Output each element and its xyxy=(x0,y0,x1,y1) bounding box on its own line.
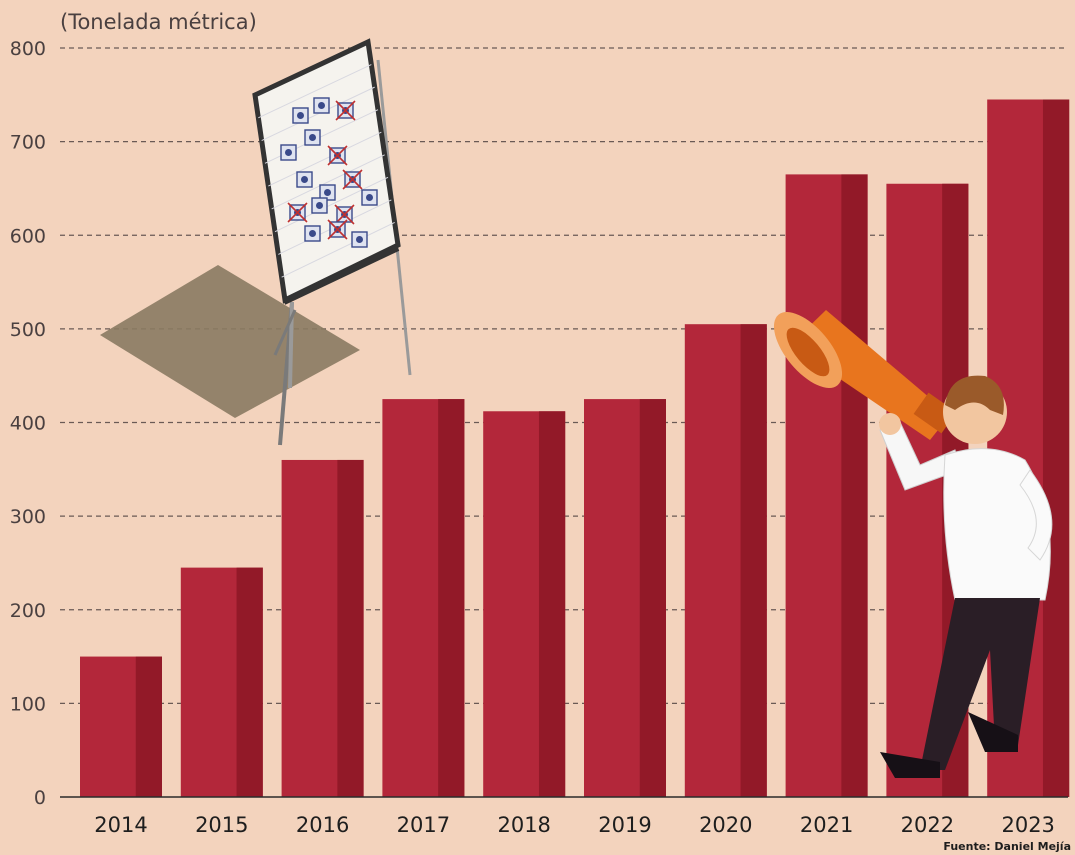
board-grid xyxy=(274,176,389,233)
board-grid xyxy=(258,64,372,119)
bar-shade xyxy=(438,399,465,797)
megaphone-man-illustration xyxy=(773,310,1053,778)
x-tick-label: 2021 xyxy=(800,813,853,837)
unit-label: (Tonelada métrica) xyxy=(60,10,257,34)
y-tick-label: 700 xyxy=(10,132,46,154)
board-grid xyxy=(271,154,385,210)
org-cross xyxy=(335,100,356,121)
org-person xyxy=(316,202,323,209)
org-person xyxy=(356,236,363,243)
source-label: Fuente: Daniel Mejía xyxy=(943,840,1071,853)
flipchart-illustration xyxy=(100,38,412,446)
x-tick-label: 2019 xyxy=(598,813,651,837)
y-tick-label: 600 xyxy=(10,225,46,247)
bar-shade xyxy=(639,399,666,797)
hand xyxy=(879,413,901,435)
x-tick-label: 2015 xyxy=(195,813,248,837)
megaphone-inner xyxy=(786,327,830,377)
org-cross xyxy=(327,145,348,166)
bar-shade xyxy=(538,411,566,797)
board-grid xyxy=(281,221,395,278)
hip-arm xyxy=(1019,469,1053,561)
y-tick-label: 300 xyxy=(10,506,46,528)
org-person xyxy=(366,194,373,201)
x-tick-label: 2017 xyxy=(397,813,450,837)
org-cross xyxy=(342,169,363,190)
bar-shade xyxy=(740,324,767,797)
shoe xyxy=(880,752,940,778)
bar-shade xyxy=(236,567,263,797)
shoe xyxy=(968,712,1018,752)
megaphone-cone xyxy=(790,310,950,440)
org-person xyxy=(297,112,304,119)
x-tick-label: 2016 xyxy=(296,813,349,837)
org-cross xyxy=(327,219,348,240)
x-tick-label: 2022 xyxy=(901,813,954,837)
org-person xyxy=(324,189,331,196)
bar-shade xyxy=(337,459,364,797)
x-tick-label: 2018 xyxy=(497,813,550,837)
easel-leg xyxy=(273,309,297,356)
x-tick-label: 2014 xyxy=(94,813,147,837)
bar-shade xyxy=(841,174,868,798)
marker-tray xyxy=(282,245,400,305)
org-cross xyxy=(334,204,355,225)
org-cross xyxy=(287,202,308,223)
bar-shade xyxy=(135,656,162,797)
org-person xyxy=(309,134,316,141)
board-grid xyxy=(268,131,382,187)
hair xyxy=(945,375,1004,415)
bar-shade xyxy=(1042,99,1070,797)
y-tick-label: 800 xyxy=(10,38,46,60)
y-tick-label: 500 xyxy=(10,319,46,341)
flipchart-shadow xyxy=(100,265,360,418)
org-person xyxy=(318,102,325,109)
trousers xyxy=(920,598,1040,770)
org-person xyxy=(309,230,316,237)
x-tick-label: 2020 xyxy=(699,813,752,837)
org-person xyxy=(301,176,308,183)
x-tick-label: 2023 xyxy=(1001,813,1054,837)
y-tick-label: 100 xyxy=(10,693,46,715)
y-tick-label: 200 xyxy=(10,600,46,622)
org-person xyxy=(285,149,292,156)
y-tick-label: 0 xyxy=(34,787,46,809)
board-grid xyxy=(261,86,375,142)
y-tick-label: 400 xyxy=(10,413,46,435)
